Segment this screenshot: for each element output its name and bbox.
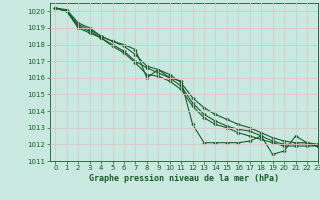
X-axis label: Graphe pression niveau de la mer (hPa): Graphe pression niveau de la mer (hPa) (89, 174, 279, 183)
